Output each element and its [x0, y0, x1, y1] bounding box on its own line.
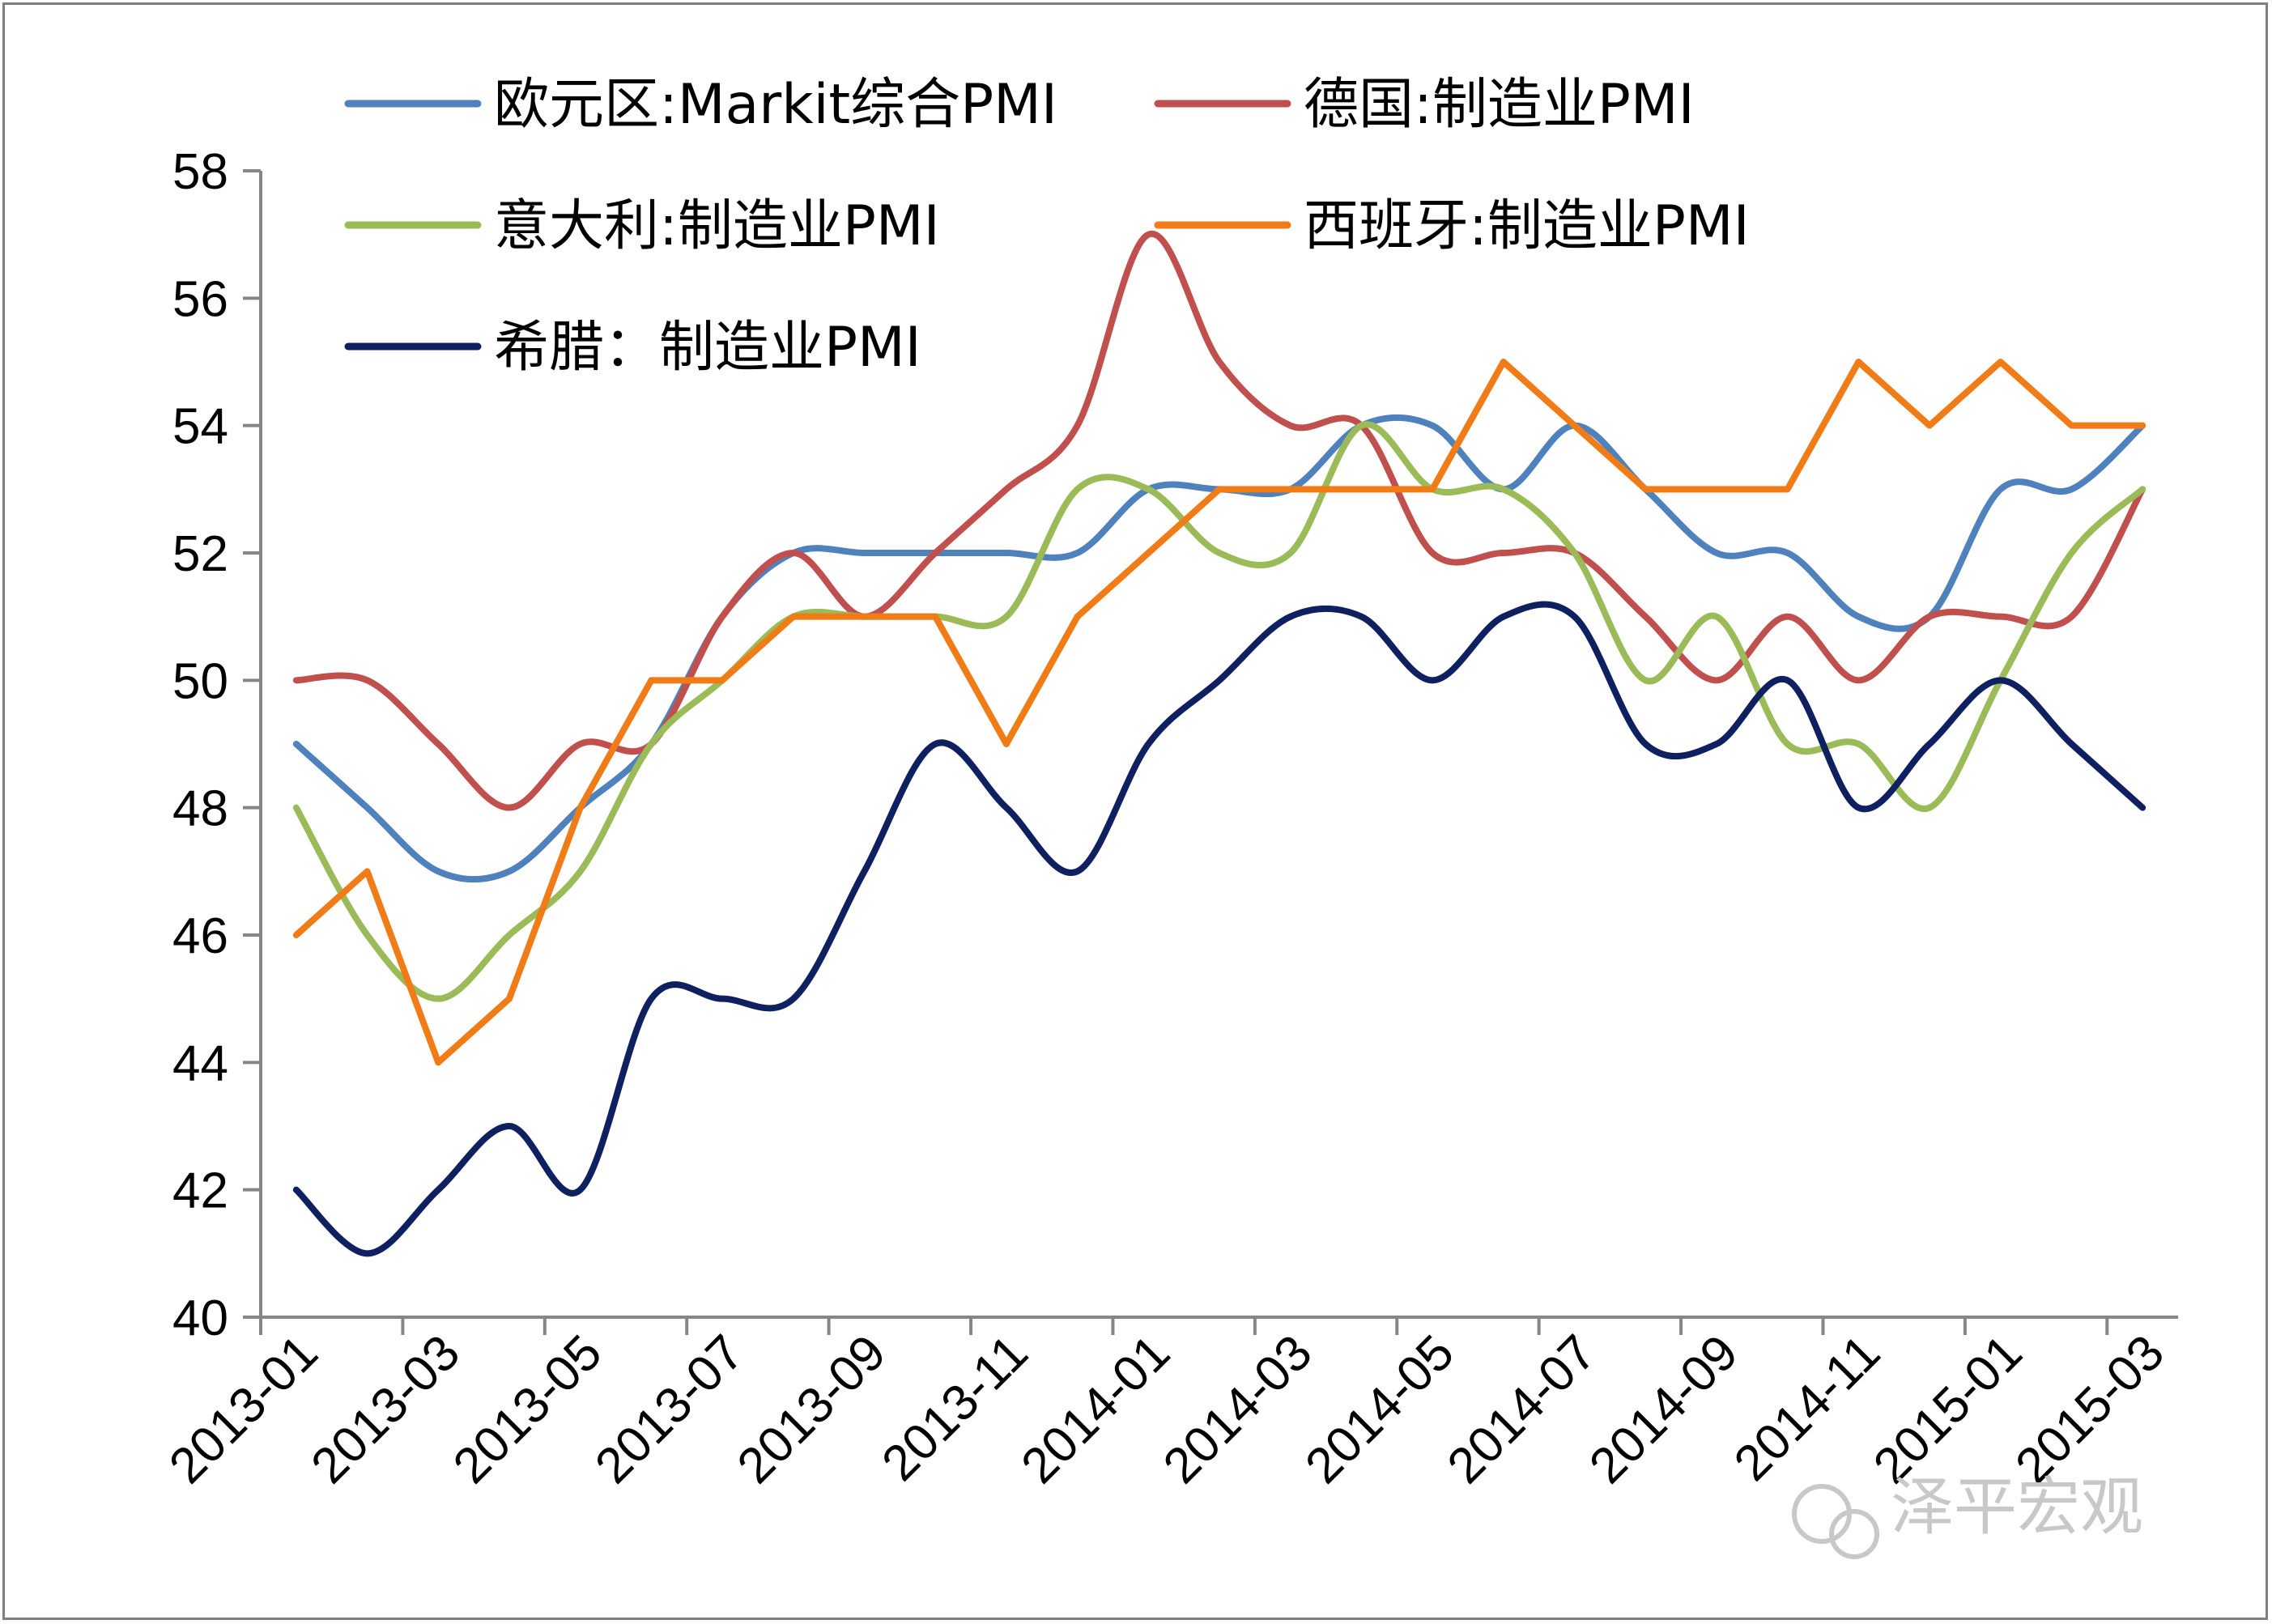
y-tick-label: 42: [172, 1163, 228, 1219]
y-tick-label: 40: [172, 1290, 228, 1346]
watermark-text: 泽平宏观: [1891, 1471, 2143, 1544]
legend: 欧元区:Markit综合PMI 德国:制造业PMI 意大利:制造业PMI 西班牙:制造…: [344, 73, 1750, 380]
x-tick-label: 2013-07: [585, 1324, 755, 1494]
y-tick-label: 58: [172, 144, 228, 200]
series-line-2: [292, 230, 2146, 811]
y-tick-label: 54: [172, 399, 228, 455]
x-tick-label: 2014-05: [1295, 1324, 1465, 1494]
x-tick-label: 2013-05: [443, 1324, 613, 1494]
x-tick-label: 2014-03: [1153, 1324, 1323, 1494]
legend-label-1: 欧元区:Markit综合PMI: [494, 73, 1057, 137]
x-tick-label: 2014-11: [1724, 1324, 1891, 1491]
legend-label-4: 西班牙:制造业PMI: [1304, 194, 1750, 258]
x-tick-label: 2015-01: [1863, 1324, 2033, 1494]
wechat-icon: [1792, 1484, 1879, 1559]
legend-label-2: 德国:制造业PMI: [1304, 73, 1695, 137]
legend-label-5: 希腊：制造业PMI: [494, 316, 921, 380]
series-line-5: [292, 601, 2146, 1257]
x-tick-label: 2015-03: [2005, 1324, 2175, 1494]
y-tick-label: 50: [172, 653, 228, 709]
y-tick-label: 44: [172, 1035, 228, 1091]
x-tick-label: 2013-11: [871, 1324, 1038, 1491]
series-layer: [292, 230, 2146, 1257]
y-tick-label: 48: [172, 781, 228, 837]
x-tick-label: 2013-09: [727, 1324, 897, 1494]
x-tick-label: 2013-01: [159, 1324, 329, 1494]
x-tick-label: 2014-07: [1437, 1324, 1607, 1494]
watermark: 泽平宏观: [1792, 1471, 2143, 1559]
y-tick-label: 56: [172, 271, 228, 327]
y-tick-label: 46: [172, 908, 228, 964]
x-tick-label: 2013-03: [300, 1324, 470, 1494]
y-tick-label: 52: [172, 526, 228, 582]
x-tick-label: 2014-01: [1011, 1324, 1181, 1494]
series-line-4: [292, 359, 2146, 1066]
x-tick-label: 2014-09: [1579, 1324, 1749, 1494]
series-line-3: [292, 421, 2146, 1002]
legend-label-3: 意大利:制造业PMI: [494, 194, 940, 258]
